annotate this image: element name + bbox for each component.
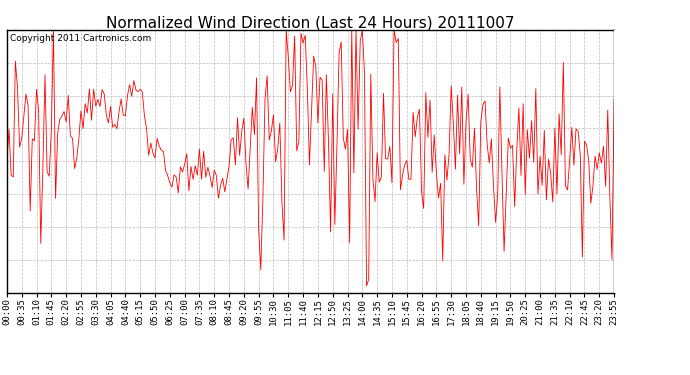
Text: Normalized Wind Direction (Last 24 Hours) 20111007: Normalized Wind Direction (Last 24 Hours…: [106, 15, 515, 30]
Text: Copyright 2011 Cartronics.com: Copyright 2011 Cartronics.com: [10, 34, 151, 43]
